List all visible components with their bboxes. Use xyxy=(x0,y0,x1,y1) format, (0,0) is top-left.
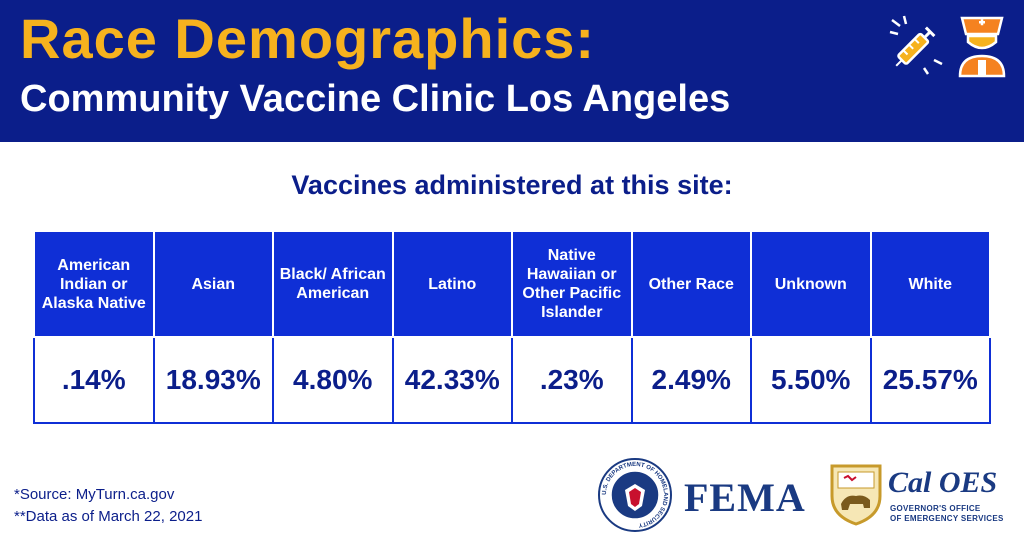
header-icons xyxy=(889,15,1006,78)
partner-logos: U.S. DEPARTMENT OF HOMELAND SECURITY FEM… xyxy=(598,458,1010,532)
caloes-shield-icon xyxy=(830,464,882,526)
header-black-african-american: Black/ African American xyxy=(272,230,394,338)
table-header-row: American Indian or Alaska Native Asian B… xyxy=(33,230,991,338)
section-title: Vaccines administered at this site: xyxy=(291,170,733,200)
source-text: *Source: MyTurn.ca.gov xyxy=(14,486,175,503)
value-unknown: 5.50% xyxy=(750,336,872,424)
value-native-hawaiian: .23% xyxy=(511,336,633,424)
caloes-tagline-line-2: OF EMERGENCY SERVICES xyxy=(890,514,1004,523)
header-american-indian: American Indian or Alaska Native xyxy=(33,230,155,338)
dhs-seal-logo: U.S. DEPARTMENT OF HOMELAND SECURITY xyxy=(598,458,672,532)
syringe-icon xyxy=(889,15,943,75)
header-native-hawaiian: Native Hawaiian or Other Pacific Islande… xyxy=(511,230,633,338)
value-white: 25.57% xyxy=(869,336,991,424)
header-other-race: Other Race xyxy=(630,230,752,338)
page-subtitle: Community Vaccine Clinic Los Angeles xyxy=(20,78,731,120)
caloes-tagline-line-1: GOVERNOR'S OFFICE xyxy=(890,504,981,513)
header-unknown: Unknown xyxy=(750,230,872,338)
value-american-indian: .14% xyxy=(33,336,155,424)
value-latino: 42.33% xyxy=(391,336,513,424)
header-latino: Latino xyxy=(391,230,513,338)
demographics-table: American Indian or Alaska Native Asian B… xyxy=(33,230,991,424)
caloes-logo-text: Cal OES xyxy=(888,466,998,499)
fema-logo-text: FEMA xyxy=(684,475,806,520)
header-white: White xyxy=(869,230,991,338)
header-asian: Asian xyxy=(152,230,274,338)
caloes-tagline: GOVERNOR'S OFFICE OF EMERGENCY SERVICES xyxy=(890,504,1004,524)
page-title: Race Demographics: xyxy=(20,7,596,70)
value-asian: 18.93% xyxy=(152,336,274,424)
source-notes: *Source: MyTurn.ca.gov **Data as of Marc… xyxy=(14,484,202,528)
data-date-text: **Data as of March 22, 2021 xyxy=(14,508,203,525)
value-black-african-american: 4.80% xyxy=(272,336,394,424)
value-other-race: 2.49% xyxy=(630,336,752,424)
table-value-row: .14% 18.93% 4.80% 42.33% .23% 2.49% 5.50… xyxy=(33,336,991,424)
header-banner: Race Demographics: Community Vaccine Cli… xyxy=(0,0,1024,142)
nurse-icon xyxy=(958,16,1006,78)
